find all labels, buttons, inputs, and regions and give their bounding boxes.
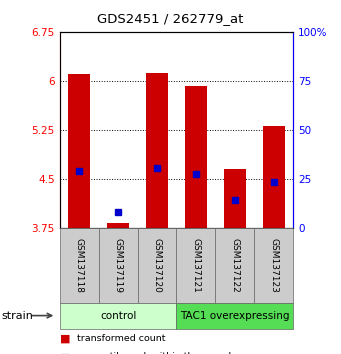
Text: GSM137121: GSM137121: [191, 238, 201, 293]
Text: GDS2451 / 262779_at: GDS2451 / 262779_at: [97, 12, 244, 25]
Bar: [263, 126, 284, 228]
Text: transformed count: transformed count: [77, 334, 165, 343]
Text: ■: ■: [60, 334, 70, 344]
Text: TAC1 overexpressing: TAC1 overexpressing: [180, 310, 290, 321]
Text: GSM137120: GSM137120: [152, 238, 162, 293]
Text: percentile rank within the sample: percentile rank within the sample: [77, 352, 237, 354]
Text: GSM137123: GSM137123: [269, 238, 278, 293]
Text: GSM137119: GSM137119: [114, 238, 122, 293]
Bar: [69, 74, 90, 228]
Text: strain: strain: [2, 310, 33, 321]
Text: GSM137122: GSM137122: [231, 238, 239, 293]
Bar: [107, 223, 129, 228]
Text: GSM137118: GSM137118: [75, 238, 84, 293]
Bar: [224, 170, 246, 228]
Bar: [146, 73, 168, 228]
Text: ■: ■: [60, 352, 70, 354]
Text: control: control: [100, 310, 136, 321]
Bar: [185, 86, 207, 228]
